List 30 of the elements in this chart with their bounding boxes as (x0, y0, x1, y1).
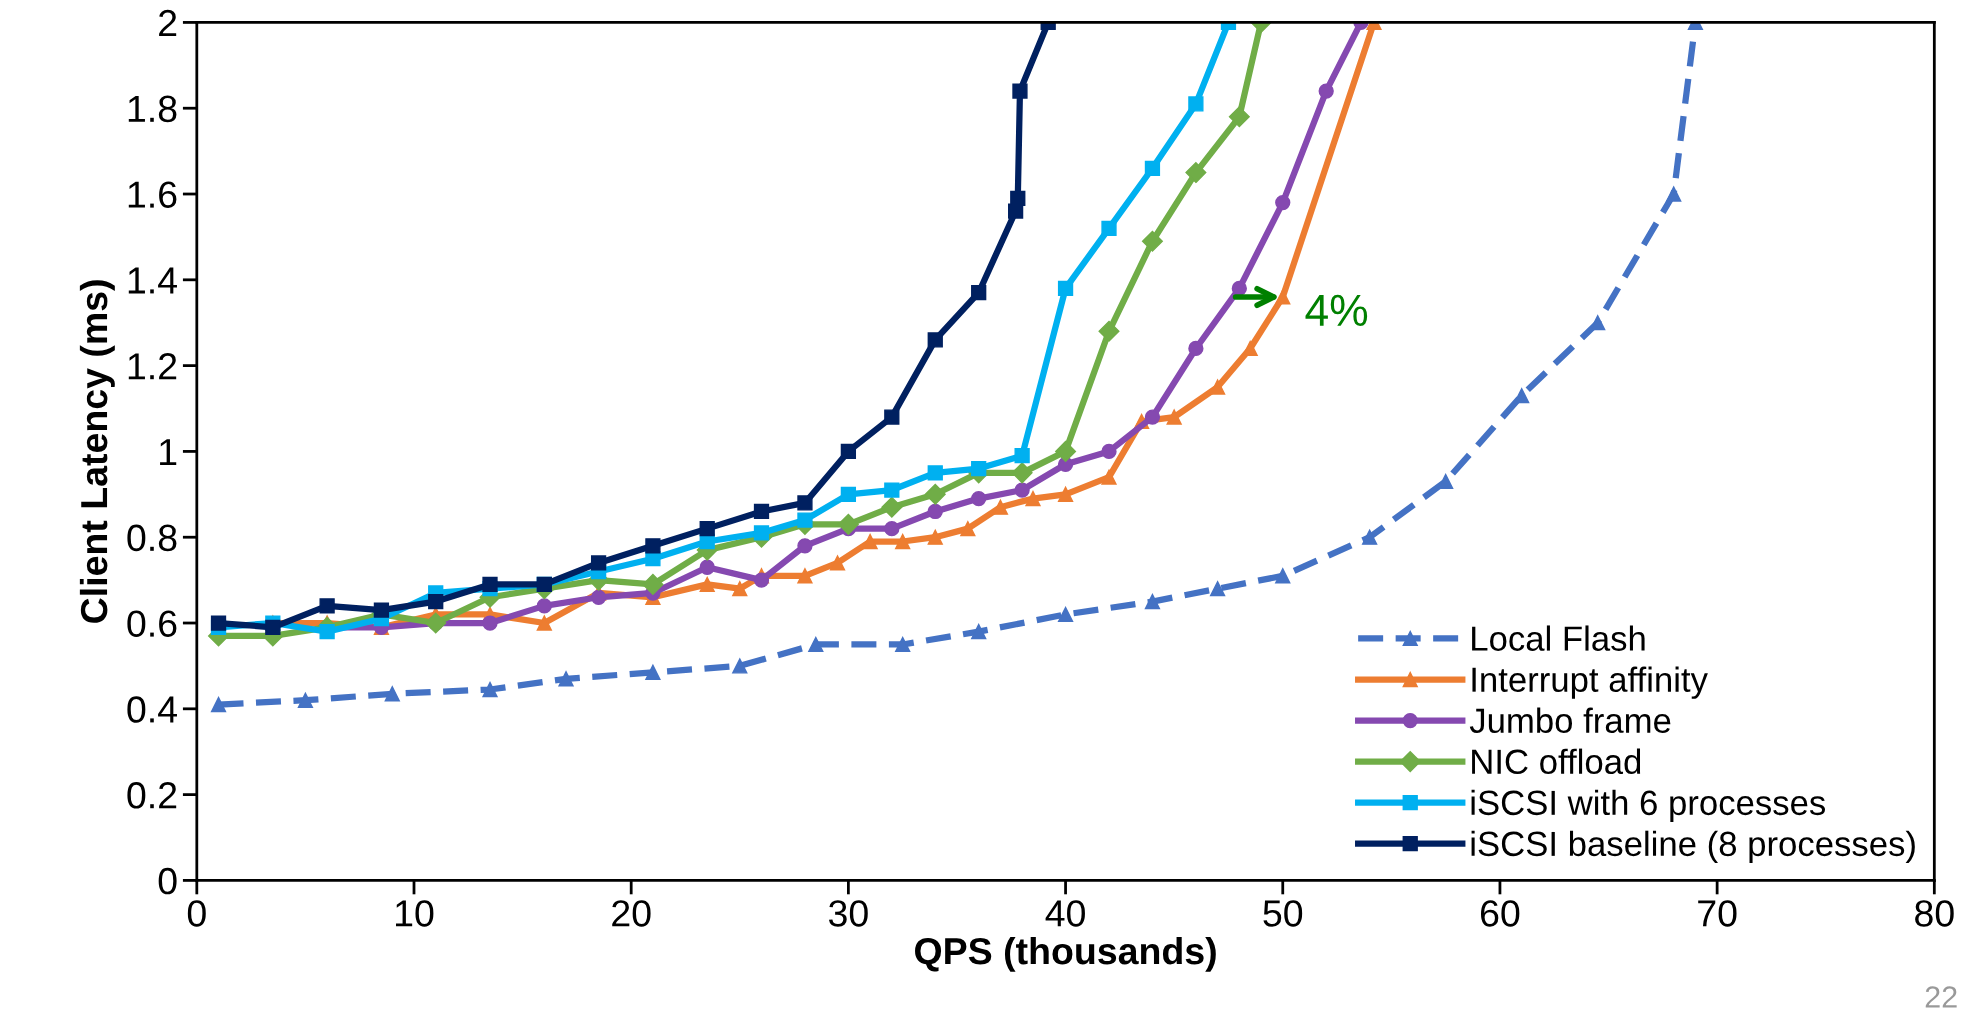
legend-label: Local Flash (1472, 625, 1645, 651)
y-tick-label: 1 (160, 439, 177, 465)
legend-label: Jumbo frame (1469, 707, 1671, 734)
y-tick-label: 2 (159, 9, 177, 37)
y-tick-label: 1.4 (128, 267, 177, 294)
x-tick-label: 80 (1915, 900, 1954, 927)
legend-label: iSCSI baseline (8 processes) (1471, 830, 1915, 864)
y-tick-label: 0.8 (127, 524, 177, 552)
x-tick-label: 50 (1263, 900, 1303, 927)
x-tick-label: 40 (1045, 900, 1085, 927)
y-tick-label: 0.6 (127, 610, 177, 637)
x-tick-label: 20 (612, 900, 651, 927)
y-tick-label: 1.8 (128, 95, 177, 123)
y-tick-label: 0.4 (127, 696, 177, 723)
x-tick-label: 30 (828, 900, 868, 927)
text: 22 (1925, 986, 1957, 1008)
x-tick-label: 0 (187, 900, 206, 927)
x-tick-label: 70 (1698, 900, 1737, 927)
y-tick-label: 1.6 (128, 181, 177, 208)
legend-label: iSCSI with 6 processes (1471, 789, 1826, 823)
y-tick-label: 0.2 (127, 782, 177, 809)
y-tick-label: 0 (158, 867, 177, 895)
legend-label: Interrupt affinity (1472, 666, 1708, 699)
x-tick-label: 10 (396, 900, 434, 927)
x-tick-label: 60 (1481, 900, 1520, 927)
x-axis-title: QPS (thousands) (915, 936, 1216, 972)
y-axis-title: Client Latency (ms) (79, 280, 115, 623)
y-tick-label: 1.2 (128, 353, 177, 380)
annotation: 4% (1305, 294, 1368, 326)
legend-label: NIC offload (1472, 748, 1641, 775)
